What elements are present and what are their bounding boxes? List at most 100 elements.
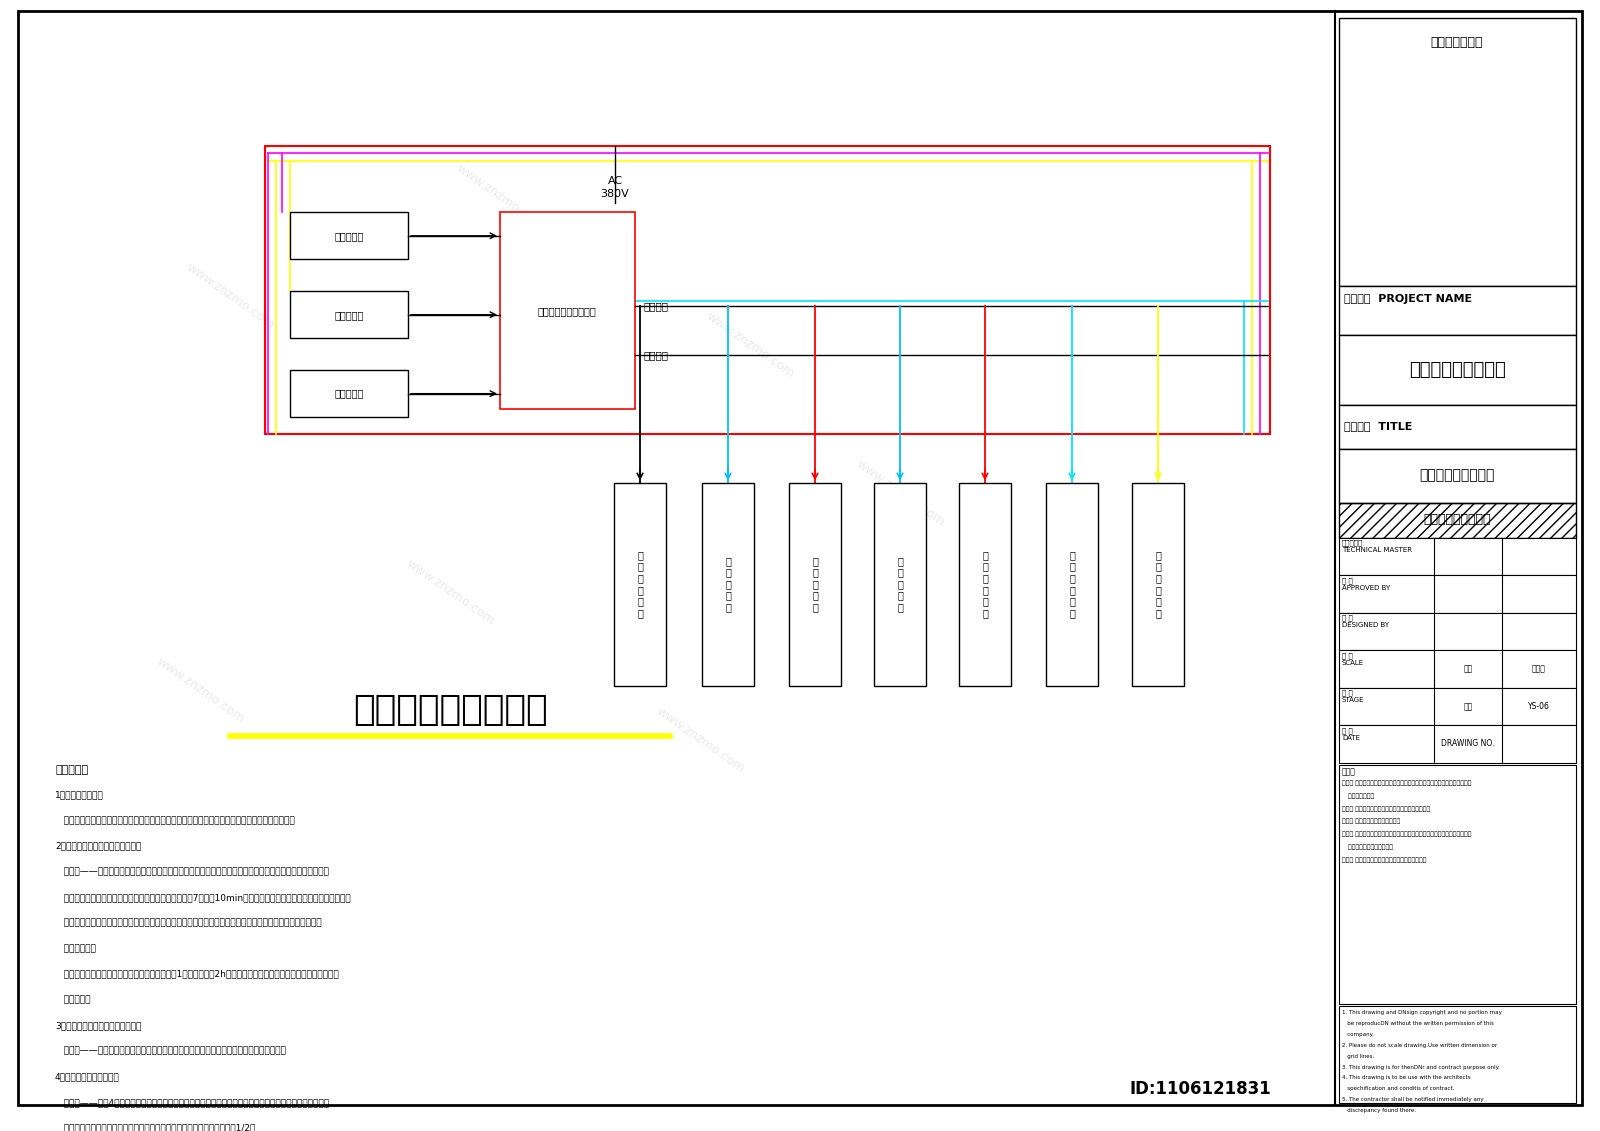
Bar <box>1339 286 1576 336</box>
Text: 设备间液位: 设备间液位 <box>334 231 363 241</box>
Bar <box>1133 483 1184 685</box>
Text: www.znzmo.com: www.znzmo.com <box>704 310 797 381</box>
Bar <box>1046 483 1098 685</box>
Bar <box>1339 650 1576 688</box>
Text: 3. This drawing is for thenDNr and contract purpose only.: 3. This drawing is for thenDNr and contr… <box>1342 1064 1499 1070</box>
Text: 1、远传控制要求：: 1、远传控制要求： <box>54 791 104 800</box>
Text: 清水池液位: 清水池液位 <box>334 389 363 398</box>
Text: 4. This drawing is to be use with the architects: 4. This drawing is to be use with the ar… <box>1342 1076 1470 1080</box>
Text: 2. Please do not scale drawing.Use written dimension or: 2. Please do not scale drawing.Use writt… <box>1342 1043 1498 1047</box>
Text: 手动控制: 手动控制 <box>643 351 669 360</box>
Text: 项目名称  PROJECT NAME: 项目名称 PROJECT NAME <box>1344 294 1472 304</box>
Bar <box>1339 576 1576 613</box>
Bar <box>1339 405 1576 449</box>
Text: 所有设备（泵阀）具有手动和自动控制功能，根据声光警示并自动刿起设备（如果有）投入运行。: 所有设备（泵阀）具有手动和自动控制功能，根据声光警示并自动刿起设备（如果有）投入… <box>54 815 294 824</box>
Text: 给排水: 给排水 <box>1533 664 1546 673</box>
Text: 审 核
APPROVED BY: 审 核 APPROVED BY <box>1342 577 1390 590</box>
Text: 专业: 专业 <box>1464 664 1472 673</box>
Bar <box>1339 765 1576 1004</box>
Bar <box>789 483 842 685</box>
Bar <box>1339 18 1576 286</box>
Bar <box>1339 1007 1576 1103</box>
Text: 射
流
曝
气
装
置: 射 流 曝 气 装 置 <box>982 550 987 618</box>
Bar <box>266 146 1270 434</box>
Bar <box>874 483 926 685</box>
Text: 专业负责人
TECHNICAL MASTER: 专业负责人 TECHNICAL MASTER <box>1342 539 1413 553</box>
Text: 蓄水池液位: 蓄水池液位 <box>334 310 363 320</box>
Text: 液位停止。: 液位停止。 <box>54 995 91 1004</box>
Bar <box>958 483 1011 685</box>
Text: YS-06: YS-06 <box>1528 702 1550 711</box>
Text: （四） 使用此图时同时参阅建筑图定、结构图定，及其它有关图定、施工说明: （四） 使用此图时同时参阅建筑图定、结构图定，及其它有关图定、施工说明 <box>1342 831 1472 837</box>
Text: 雨
水
提
升
泵: 雨 水 提 升 泵 <box>725 555 731 612</box>
Text: 注意：: 注意： <box>1342 768 1355 777</box>
Bar <box>1339 688 1576 725</box>
Text: company.: company. <box>1342 1031 1374 1037</box>
Text: 及合同内列明的各项条件。: 及合同内列明的各项条件。 <box>1342 845 1394 851</box>
Bar <box>1339 613 1576 650</box>
Text: 5. The contractor shall be notified immediately any: 5. The contractor shall be notified imme… <box>1342 1097 1483 1102</box>
Bar <box>499 213 635 409</box>
Text: 射流曝气泵根据时间和液位控制，初始每天定时1次周期，曝气2h后停止；同时受蓄水池中液位的控制，蓄水池低: 射流曝气泵根据时间和液位控制，初始每天定时1次周期，曝气2h后停止；同时受蓄水池… <box>54 969 339 978</box>
Text: www.znzmo.com: www.znzmo.com <box>853 458 947 528</box>
Text: www.znzmo.com: www.znzmo.com <box>653 705 747 776</box>
Text: 擅自始写复制。: 擅自始写复制。 <box>1342 793 1374 798</box>
Bar <box>290 291 408 338</box>
Text: 雨水收集与利用系统: 雨水收集与利用系统 <box>1424 513 1491 526</box>
Text: 4、回用水泵分控制要求：: 4、回用水泵分控制要求： <box>54 1072 120 1081</box>
Text: 图纸名称  TITLE: 图纸名称 TITLE <box>1344 421 1413 431</box>
Text: discrepancy found there.: discrepancy found there. <box>1342 1108 1416 1113</box>
Text: 阶 段
STAGE: 阶 段 STAGE <box>1342 690 1365 703</box>
Text: 补
水
电
磁
阀: 补 水 电 磁 阀 <box>898 555 902 612</box>
Bar <box>614 483 666 685</box>
Text: 关闭；路液位时，写闭导夹开。第二路，中液位为清水池低于设备水面的1/2。: 关闭；路液位时，写闭导夹开。第二路，中液位为清水池低于设备水面的1/2。 <box>54 1124 256 1131</box>
Text: 电控柜（雨水控制柜）: 电控柜（雨水控制柜） <box>538 305 597 316</box>
Text: 蓄水池——一般设置、两个液位，分别为蓄水池高液位（停）、蓄水池低液位（启）。雨水泵开启准急液位。: 蓄水池——一般设置、两个液位，分别为蓄水池高液位（停）、蓄水池低液位（启）。雨水… <box>54 867 330 877</box>
Bar <box>1339 537 1576 576</box>
Text: 电气控制原理示意图: 电气控制原理示意图 <box>1419 468 1494 483</box>
Text: 1. This drawing and DNsign copyright and no portion may: 1. This drawing and DNsign copyright and… <box>1342 1010 1502 1016</box>
Text: 技术出图专用章: 技术出图专用章 <box>1430 35 1483 49</box>
Text: www.znzmo.com: www.znzmo.com <box>154 655 246 726</box>
Text: 雨水回收与利用项目: 雨水回收与利用项目 <box>1408 361 1506 379</box>
Text: 回
用
供
水
泵: 回 用 供 水 泵 <box>813 555 818 612</box>
Text: DRAWING NO.: DRAWING NO. <box>1442 740 1494 749</box>
Text: （二） 概勿以比例量度此图，一切以图内数字为准。: （二） 概勿以比例量度此图，一切以图内数字为准。 <box>1342 806 1430 812</box>
Text: 紫
外
线
消
毒
器: 紫 外 线 消 毒 器 <box>1069 550 1075 618</box>
Text: 图号: 图号 <box>1464 702 1472 711</box>
Text: www.znzmo.com: www.znzmo.com <box>403 556 496 628</box>
Text: www.znzmo.com: www.znzmo.com <box>453 162 547 233</box>
Text: 电气控制原理示意图: 电气控制原理示意图 <box>352 693 547 727</box>
Text: be reproducDN without the written permission of this: be reproducDN without the written permis… <box>1342 1021 1494 1026</box>
Bar <box>1339 449 1576 503</box>
Bar <box>702 483 754 685</box>
Text: 2、蓄水池液位及雨水泵控制要求：: 2、蓄水池液位及雨水泵控制要求： <box>54 841 141 851</box>
Text: 设 计
DESIGNED BY: 设 计 DESIGNED BY <box>1342 614 1389 628</box>
Bar <box>1339 336 1576 405</box>
Bar <box>290 213 408 259</box>
Text: 雨水提升泵启动的同时开始蓄水池计时，液位时水泵关闭，液位时水泵开启；过滤蓄水池内尰定液位时，雨水: 雨水提升泵启动的同时开始蓄水池计时，液位时水泵关闭，液位时水泵开启；过滤蓄水池内… <box>54 918 322 927</box>
Text: AC: AC <box>608 175 622 185</box>
Bar <box>290 370 408 417</box>
Text: 控制要求：: 控制要求： <box>54 765 88 775</box>
Text: www.znzmo.com: www.znzmo.com <box>184 260 277 331</box>
Text: grid lines.: grid lines. <box>1342 1054 1374 1059</box>
Text: （五） 承建商如发现有矛盾处，立即通知本公司。: （五） 承建商如发现有矛盾处，立即通知本公司。 <box>1342 857 1427 863</box>
Text: （三） 此图仅供标标记符合之用。: （三） 此图仅供标标记符合之用。 <box>1342 819 1400 824</box>
Text: 日 期
DATE: 日 期 DATE <box>1342 727 1360 741</box>
Bar <box>1339 503 1576 537</box>
Text: （一） 此设计图则之版权归本公司所有，非经本公司书面批准，任何部分不得: （一） 此设计图则之版权归本公司所有，非经本公司书面批准，任何部分不得 <box>1342 780 1472 786</box>
Text: 提升泵关闭。: 提升泵关闭。 <box>54 944 96 953</box>
Text: 设备间——一般设置、两个液位，分别为设备间排污泵启泵液位、设备间排污泵停泵液位。: 设备间——一般设置、两个液位，分别为设备间排污泵启泵液位、设备间排污泵停泵液位。 <box>54 1047 286 1055</box>
Text: 设
备
间
排
污
泵: 设 备 间 排 污 泵 <box>1155 550 1162 618</box>
Text: 3、设备间液位及排污泵控制要求：: 3、设备间液位及排污泵控制要求： <box>54 1021 141 1030</box>
Text: 380V: 380V <box>600 189 629 199</box>
Text: 比 例
SCALE: 比 例 SCALE <box>1342 653 1365 666</box>
Bar <box>1339 725 1576 762</box>
Text: 蓄
水
池
潜
污
泵: 蓄 水 池 潜 污 泵 <box>637 550 643 618</box>
Text: 清水池——设置4个液位信号，液位时，泵水泵停止；中液位时，主水水泵开启；中液位时，主水水泵开启。: 清水池——设置4个液位信号，液位时，泵水泵停止；中液位时，主水水泵开启；中液位时… <box>54 1098 330 1107</box>
Text: 自动控制: 自动控制 <box>643 301 669 311</box>
Text: ID:1106121831: ID:1106121831 <box>1130 1080 1270 1098</box>
Text: spechification and conditis of contract.: spechification and conditis of contract. <box>1342 1086 1454 1091</box>
Text: 蓄水池转换泵分为两个回路同时和限位控制，初始设定7个开启10min，运行音蓄水池中液位的控制，液位高则山。: 蓄水池转换泵分为两个回路同时和限位控制，初始设定7个开启10min，运行音蓄水池… <box>54 892 350 901</box>
